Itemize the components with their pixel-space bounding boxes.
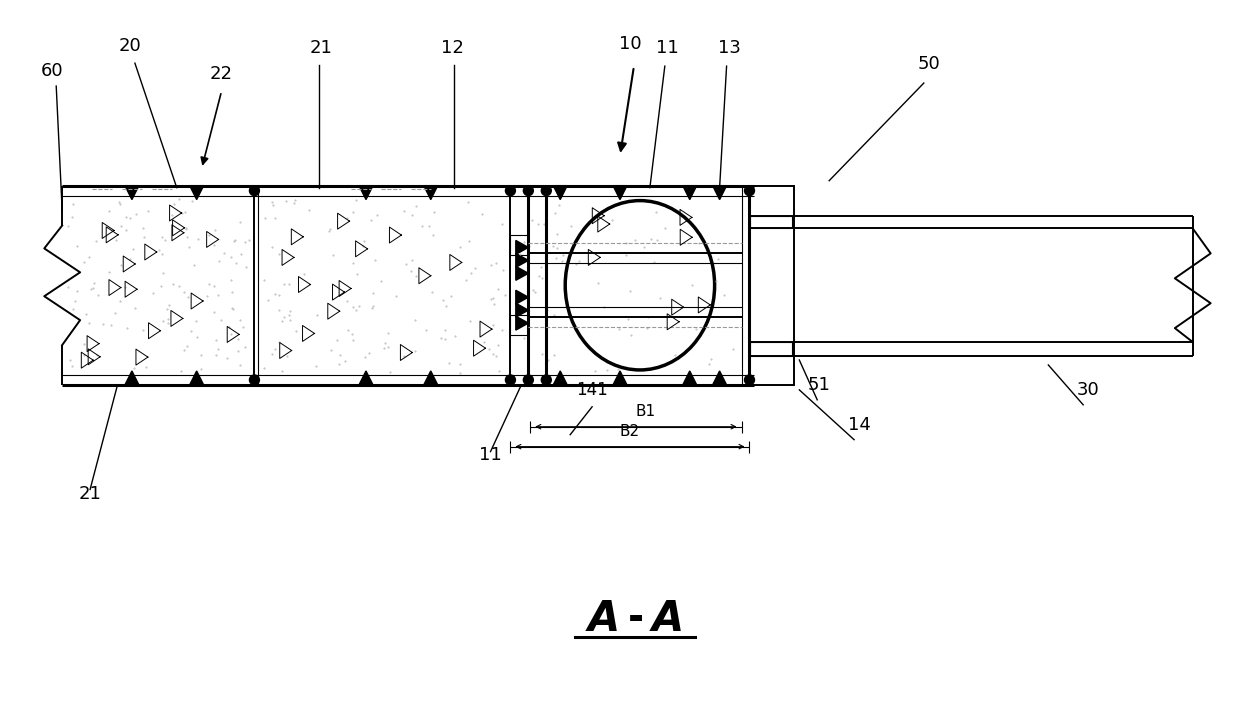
Polygon shape [516, 303, 528, 317]
Text: 11: 11 [656, 39, 680, 57]
Circle shape [523, 375, 533, 385]
Polygon shape [613, 186, 627, 200]
Bar [511, 235, 528, 255]
Text: 21: 21 [78, 486, 102, 503]
Circle shape [744, 186, 754, 196]
Bar [511, 315, 528, 335]
Text: B2: B2 [620, 424, 640, 439]
Text: 14: 14 [848, 416, 870, 434]
Polygon shape [553, 186, 567, 200]
Polygon shape [613, 371, 627, 385]
Text: 60: 60 [40, 62, 63, 80]
Text: 11: 11 [479, 446, 502, 464]
Bar [749, 186, 795, 385]
Polygon shape [713, 371, 727, 385]
Polygon shape [125, 371, 139, 385]
Text: 20: 20 [119, 37, 141, 55]
Text: 12: 12 [441, 39, 464, 57]
Polygon shape [424, 371, 438, 385]
Polygon shape [713, 186, 727, 200]
Text: 30: 30 [1076, 381, 1100, 399]
Circle shape [542, 375, 552, 385]
Text: 141: 141 [577, 381, 608, 399]
Circle shape [542, 186, 552, 196]
Polygon shape [516, 316, 528, 330]
Bar [750, 215, 792, 228]
Text: 10: 10 [619, 36, 641, 53]
Polygon shape [190, 371, 203, 385]
Text: 22: 22 [210, 65, 233, 83]
Polygon shape [516, 253, 528, 267]
Polygon shape [360, 186, 373, 200]
Polygon shape [424, 186, 438, 200]
Circle shape [249, 186, 259, 196]
Polygon shape [516, 240, 528, 255]
Text: 21: 21 [310, 39, 332, 57]
Circle shape [523, 186, 533, 196]
Polygon shape [683, 186, 697, 200]
Polygon shape [190, 186, 203, 200]
Text: B1: B1 [636, 404, 656, 419]
Text: -: - [627, 600, 644, 638]
Text: A: A [588, 598, 620, 640]
Text: 51: 51 [807, 376, 831, 394]
Polygon shape [125, 186, 139, 200]
Polygon shape [516, 290, 528, 304]
Circle shape [249, 375, 259, 385]
Bar [750, 342, 792, 356]
Circle shape [744, 375, 754, 385]
Circle shape [506, 375, 516, 385]
Polygon shape [360, 371, 373, 385]
Text: 13: 13 [718, 39, 742, 57]
Polygon shape [553, 371, 567, 385]
Circle shape [506, 186, 516, 196]
Text: A: A [652, 598, 684, 640]
Text: 50: 50 [918, 55, 940, 73]
Polygon shape [683, 371, 697, 385]
Polygon shape [516, 267, 528, 280]
